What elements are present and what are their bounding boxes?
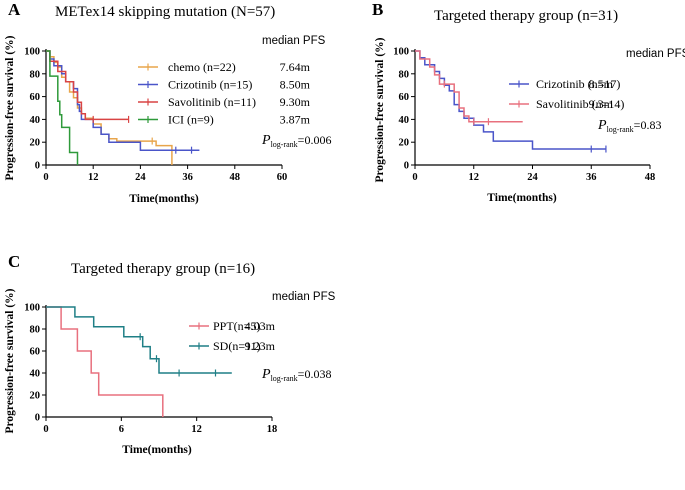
- p-value: Plog-rank=0.83: [597, 118, 661, 134]
- legend-median: 3.87m: [280, 113, 311, 127]
- y-tick-label: 80: [399, 69, 410, 80]
- panel-b-letter: B: [372, 0, 383, 19]
- x-tick-label: 48: [230, 172, 241, 183]
- km-curve: [46, 50, 79, 165]
- x-tick-label: 36: [586, 172, 597, 183]
- series-4: ICI (n=9) 3.87m: [46, 50, 311, 165]
- legend-label: Crizotinib (n=17): [536, 77, 620, 91]
- km-curve: [46, 50, 173, 165]
- legend-median: 9.3m: [589, 97, 614, 111]
- panel-b-title: Targeted therapy group (n=31): [434, 8, 618, 24]
- legend-median: 8.5m: [589, 77, 614, 91]
- km-curve: [46, 306, 164, 417]
- x-axis-label: Time(months): [129, 193, 199, 205]
- legend-label: Savolitinib (n=11): [168, 95, 256, 109]
- x-tick-label: 36: [182, 172, 193, 183]
- x-tick-label: 6: [119, 424, 124, 435]
- y-axis-label: Progression-free survival (%): [374, 37, 386, 182]
- legend-label: PPT(n=5): [213, 319, 260, 333]
- legend-label: SD(n=11): [213, 339, 261, 353]
- y-tick-label: 60: [30, 347, 41, 358]
- panel-b: B Targeted therapy group (n=31) 0 20 40 60 80 1…: [372, 0, 685, 204]
- series-1: PPT(n=5)4.03m: [46, 306, 276, 417]
- x-tick-label: 0: [43, 172, 48, 183]
- y-tick-label: 40: [30, 115, 41, 126]
- x-axis-label: Time(months): [122, 444, 192, 456]
- x-tick-label: 48: [645, 172, 656, 183]
- p-value: Plog-rank=0.038: [261, 367, 331, 383]
- x-tick-label: 18: [267, 424, 278, 435]
- legend-median: 9.30m: [280, 95, 311, 109]
- y-tick-label: 0: [35, 161, 40, 172]
- legend-label: ICI (n=9): [168, 113, 214, 127]
- y-axis-label: Progression-free survival (%): [4, 288, 16, 433]
- panel-c-title: Targeted therapy group (n=16): [71, 261, 255, 277]
- y-tick-label: 20: [30, 391, 41, 402]
- x-tick-label: 24: [135, 172, 146, 183]
- x-tick-label: 12: [88, 172, 99, 183]
- km-curve: [46, 50, 129, 121]
- km-curve: [415, 50, 523, 123]
- legend-median: 9.23m: [245, 339, 276, 353]
- y-tick-label: 40: [30, 369, 41, 380]
- panel-a-title: METex14 skipping mutation (N=57): [55, 4, 275, 20]
- y-tick-label: 100: [24, 303, 40, 314]
- legend-label: Savolitinib (n=14): [536, 97, 624, 111]
- x-tick-label: 60: [277, 172, 288, 183]
- km-curve: [46, 306, 232, 374]
- p-value: Plog-rank=0.006: [261, 133, 331, 149]
- x-tick-label: 24: [527, 172, 538, 183]
- series-2: Crizotinib (n=15) 8.50m: [46, 50, 311, 154]
- median-pfs-header: median PFS: [262, 35, 326, 47]
- legend-label: Crizotinib (n=15): [168, 78, 252, 92]
- panel-c-letter: C: [8, 252, 20, 271]
- legend-label: chemo (n=22): [168, 60, 236, 74]
- panel-a-letter: A: [8, 0, 21, 19]
- x-axis-label: Time(months): [487, 192, 557, 204]
- y-axis-label: Progression-free survival (%): [4, 35, 16, 180]
- y-tick-label: 60: [399, 92, 410, 103]
- y-tick-label: 100: [393, 47, 409, 58]
- y-tick-label: 0: [404, 161, 409, 172]
- y-tick-label: 100: [24, 47, 40, 58]
- km-curve: [46, 50, 200, 151]
- y-tick-label: 20: [399, 138, 410, 149]
- y-tick-label: 0: [35, 413, 40, 424]
- median-pfs-header: median PFS: [272, 291, 336, 303]
- legend-median: 8.50m: [280, 78, 311, 92]
- median-pfs-header: median PFS: [626, 48, 685, 60]
- legend-median: 7.64m: [280, 60, 311, 74]
- panel-c: C Targeted therapy group (n=16)0204060801…: [4, 252, 336, 456]
- y-tick-label: 60: [30, 92, 41, 103]
- y-tick-label: 20: [30, 138, 41, 149]
- panel-a: A METex14 skipping mutation (N=57) 0 20 40 60…: [4, 0, 331, 205]
- legend-median: 4.03m: [245, 319, 276, 333]
- series-2: Savolitinib (n=14)9.3m: [415, 50, 624, 126]
- x-tick-label: 12: [191, 424, 202, 435]
- y-tick-label: 80: [30, 325, 41, 336]
- series-3: Savolitinib (n=11) 9.30m: [46, 50, 311, 123]
- x-tick-label: 0: [412, 172, 417, 183]
- y-tick-label: 80: [30, 69, 41, 80]
- x-tick-label: 0: [43, 424, 48, 435]
- x-tick-label: 12: [469, 172, 480, 183]
- y-tick-label: 40: [399, 115, 410, 126]
- series-2: SD(n=11)9.23m: [46, 306, 276, 377]
